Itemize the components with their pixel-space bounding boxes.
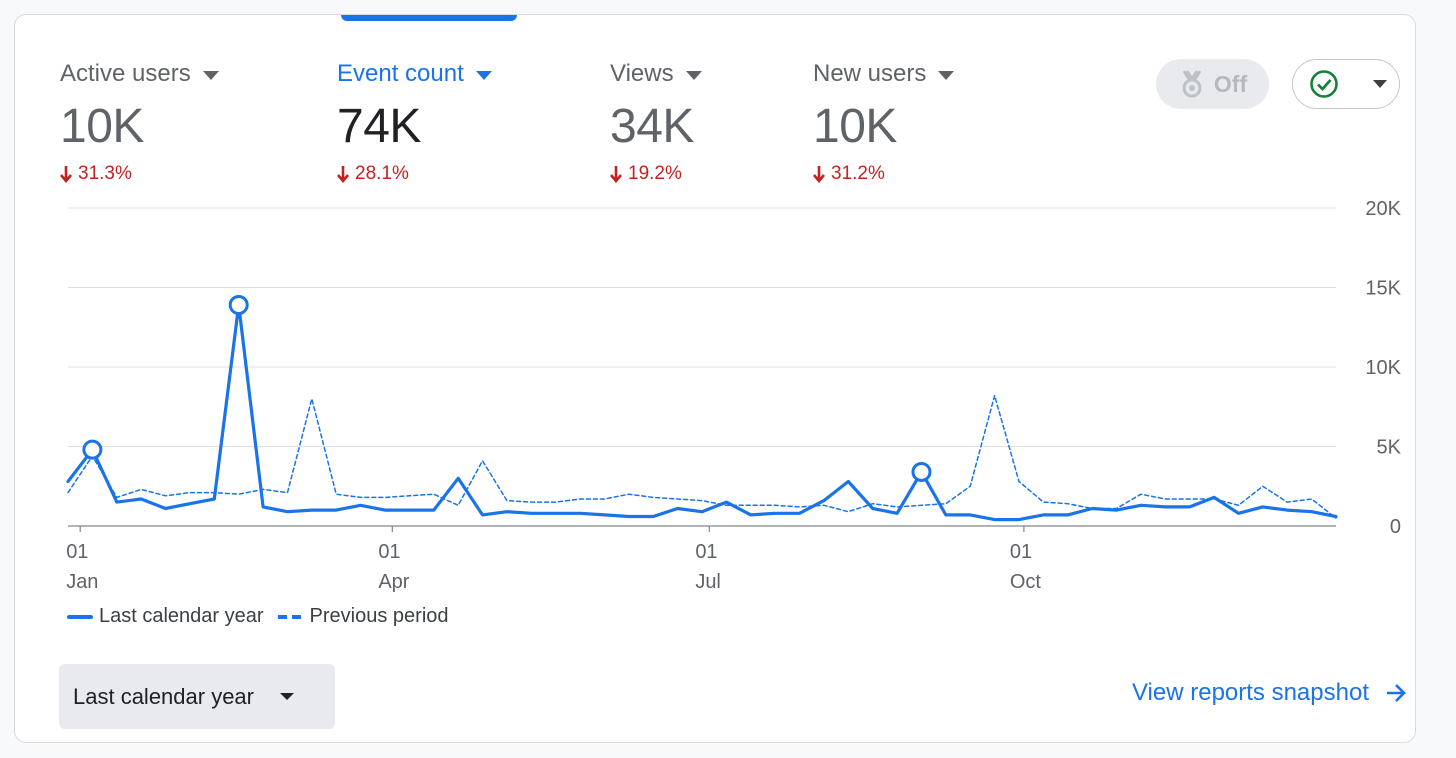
metric-event-count[interactable]: Event count 74K 28.1%: [337, 59, 492, 185]
line-chart: 20K 15K 10K 5K 0 01 Jan 01 Apr 01 Jul 01 Oct: [66, 198, 1402, 593]
chart-legend: Last calendar year Previous period: [67, 605, 449, 628]
status-dropdown[interactable]: [1292, 59, 1400, 109]
metric-active-users[interactable]: Active users 10K 31.3%: [60, 59, 219, 185]
series-line-last-calendar-year: [66, 303, 1338, 522]
x-tick-month: Apr: [378, 571, 409, 593]
metric-header[interactable]: Views: [610, 59, 702, 89]
x-tick-month: Jul: [695, 571, 721, 593]
metric-delta: 31.2%: [813, 163, 954, 185]
x-tick-day: 01: [66, 541, 88, 563]
date-range-label: Last calendar year: [73, 683, 254, 709]
check-circle-icon: [1310, 70, 1338, 98]
series-line-previous-period: [67, 394, 1337, 519]
metric-delta: 19.2%: [610, 163, 702, 185]
x-tick-month: Jan: [66, 571, 98, 593]
benchmark-toggle-label: Off: [1213, 70, 1248, 97]
arrow-down-icon: [813, 166, 825, 183]
legend-swatch-dashed: [277, 614, 304, 619]
chevron-down-icon: [685, 70, 702, 80]
metric-value: 10K: [813, 100, 897, 153]
overview-card: Active users 10K 31.3% Event count 74K 2…: [14, 14, 1416, 743]
arrow-down-icon: [337, 166, 349, 183]
snapshot-link-label: View reports snapshot: [1131, 679, 1369, 706]
x-tick-day: 01: [378, 541, 400, 563]
legend-swatch-solid: [67, 614, 93, 619]
chevron-down-icon: [1373, 80, 1387, 88]
highlighted-data-point[interactable]: [82, 439, 103, 460]
metric-value: 34K: [610, 100, 694, 153]
x-tick-day: 01: [1010, 541, 1032, 563]
chevron-down-icon: [280, 693, 294, 700]
active-tab-indicator: [341, 15, 517, 21]
metric-delta-value: 31.3%: [78, 163, 132, 184]
metric-views[interactable]: Views 34K 19.2%: [610, 59, 702, 185]
metric-delta: 28.1%: [337, 163, 492, 185]
metric-delta-value: 19.2%: [628, 163, 682, 184]
y-tick-label: 10K: [1365, 357, 1401, 379]
legend-label-current: Last calendar year: [99, 605, 264, 627]
metric-label: Views: [610, 60, 674, 87]
chevron-down-icon: [475, 70, 492, 80]
arrow-down-icon: [610, 166, 622, 183]
legend-label-previous: Previous period: [309, 605, 449, 627]
x-tick-month: Oct: [1010, 571, 1042, 593]
chevron-down-icon: [938, 70, 955, 80]
metric-label: Active users: [60, 60, 191, 87]
chevron-down-icon: [202, 70, 219, 80]
metric-header[interactable]: Event count: [337, 59, 492, 89]
x-tick-day: 01: [695, 541, 717, 563]
arrow-down-icon: [60, 166, 72, 183]
arrow-right-icon: [1387, 684, 1406, 702]
medal-icon: [1182, 70, 1202, 98]
benchmark-toggle[interactable]: Off: [1156, 59, 1269, 109]
date-range-dropdown[interactable]: Last calendar year: [59, 664, 335, 729]
metric-value: 74K: [337, 100, 421, 153]
y-tick-label: 0: [1390, 516, 1401, 538]
highlighted-data-point[interactable]: [911, 461, 932, 482]
metric-label: Event count: [337, 60, 464, 87]
metric-delta-value: 31.2%: [831, 163, 885, 184]
view-reports-snapshot-link[interactable]: View reports snapshot: [1132, 679, 1407, 707]
y-tick-label: 15K: [1365, 278, 1401, 300]
metric-delta-value: 28.1%: [355, 163, 409, 184]
y-tick-label: 20K: [1365, 198, 1401, 220]
metric-new-users[interactable]: New users 10K 31.2%: [813, 59, 955, 185]
metric-header[interactable]: Active users: [60, 59, 219, 89]
highlighted-data-point[interactable]: [228, 294, 249, 315]
metric-value: 10K: [60, 100, 144, 153]
metric-header[interactable]: New users: [813, 59, 955, 89]
metric-label: New users: [813, 60, 927, 87]
y-tick-label: 5K: [1377, 437, 1402, 459]
metric-delta: 31.3%: [60, 163, 219, 185]
